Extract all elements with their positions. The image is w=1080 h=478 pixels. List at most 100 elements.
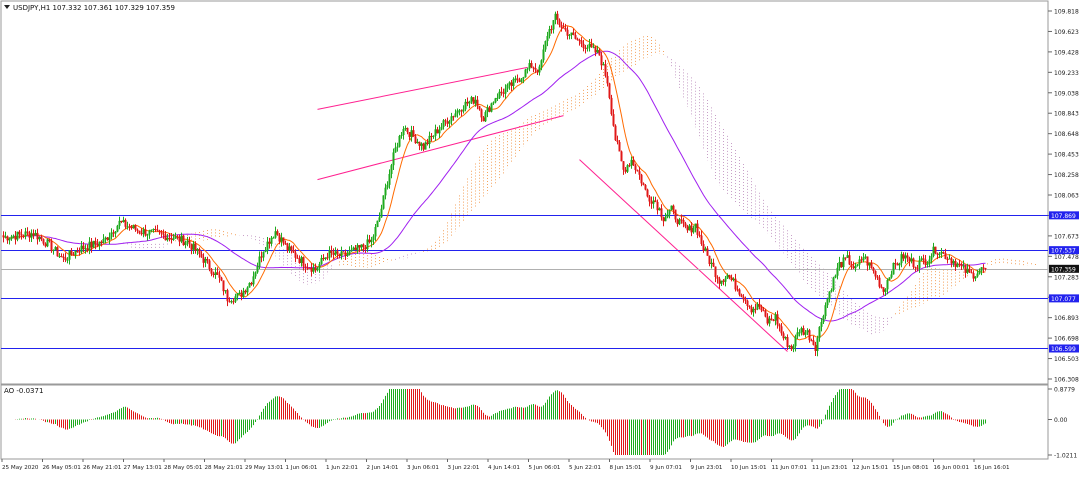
candle: [202, 253, 205, 268]
level-tag-label: 107.869: [1051, 213, 1076, 220]
candle-body: [442, 120, 445, 127]
candle: [808, 328, 811, 343]
candle: [472, 97, 475, 105]
candle-body: [824, 305, 827, 317]
candle-body: [940, 252, 943, 254]
candle: [672, 204, 675, 215]
candle-body: [946, 259, 949, 261]
candle: [874, 270, 877, 280]
candle-body: [892, 262, 895, 275]
candle-body: [316, 268, 319, 271]
candle: [616, 135, 619, 145]
candle-body: [774, 314, 777, 321]
candle-body: [526, 68, 529, 70]
time-tick-label: 15 Jun 08:01: [893, 465, 929, 471]
candle: [156, 224, 159, 232]
candle-body: [638, 171, 641, 175]
candle-body: [144, 229, 147, 236]
candle: [778, 323, 781, 332]
candle-body: [592, 46, 595, 48]
candle: [8, 237, 11, 245]
candle: [424, 141, 427, 150]
candle-body: [424, 142, 427, 150]
candle: [268, 237, 271, 249]
candle: [834, 274, 837, 279]
candle: [174, 232, 177, 239]
candle-body: [184, 242, 187, 246]
candle: [662, 216, 665, 227]
candle: [684, 221, 687, 229]
candle: [646, 188, 649, 198]
candle-body: [972, 273, 975, 279]
candle: [848, 251, 851, 266]
candle-body: [716, 276, 719, 279]
candle: [670, 205, 673, 211]
candle: [328, 246, 331, 261]
dropdown-triangle-icon[interactable]: [4, 5, 10, 9]
candle-body: [670, 205, 673, 211]
candle-body: [330, 250, 333, 254]
candle-body: [196, 249, 199, 251]
candle-body: [266, 241, 269, 251]
candle-body: [572, 32, 575, 36]
candle-body: [980, 267, 983, 271]
candle-body: [676, 219, 679, 225]
candle-body: [454, 113, 457, 117]
candle-body: [448, 121, 451, 124]
time-tick-label: 9 Jun 07:01: [650, 465, 682, 471]
candle: [686, 224, 689, 233]
candle-body: [910, 258, 913, 262]
candle-body: [982, 267, 985, 269]
candle: [244, 289, 247, 295]
candle: [126, 221, 129, 230]
candle: [418, 141, 421, 151]
candle: [458, 108, 461, 116]
candle-body: [548, 29, 551, 36]
candle: [796, 327, 799, 339]
candle-body: [764, 310, 767, 317]
candle: [764, 308, 767, 318]
ao-header: AO -0.0371: [4, 387, 43, 395]
candle: [290, 245, 293, 254]
candle-body: [942, 252, 945, 254]
candle-body: [842, 257, 845, 268]
candle: [312, 263, 315, 274]
candle-body: [702, 243, 705, 251]
price-tick-label: 107.283: [1054, 274, 1079, 281]
candle-body: [418, 141, 421, 146]
candle: [370, 236, 373, 248]
candle-body: [108, 236, 111, 241]
candle-body: [110, 232, 113, 237]
candle-body: [822, 316, 825, 323]
candle-body: [496, 97, 499, 99]
candle: [368, 235, 371, 244]
candle: [776, 310, 779, 329]
candle: [430, 132, 433, 142]
price-tick-label: 108.843: [1054, 111, 1079, 118]
candle-body: [534, 68, 537, 70]
price-tick-label: 109.233: [1054, 70, 1079, 77]
candle: [798, 329, 801, 337]
candle: [546, 31, 549, 47]
candle-body: [714, 266, 717, 277]
candle: [736, 285, 739, 292]
candle: [878, 275, 881, 289]
candle: [544, 40, 547, 52]
candle: [372, 234, 375, 245]
candle-body: [390, 165, 393, 175]
candle-body: [326, 257, 329, 259]
candle-body: [48, 239, 51, 242]
candle: [438, 125, 441, 139]
candle: [44, 242, 47, 248]
candle: [828, 291, 831, 303]
candle-body: [736, 289, 739, 291]
candle: [306, 263, 309, 271]
candle: [242, 287, 245, 298]
candle-body: [470, 97, 473, 102]
candle: [420, 142, 423, 151]
candle: [618, 140, 621, 152]
candle: [576, 37, 579, 41]
candle-body: [206, 258, 209, 261]
candle: [724, 275, 727, 287]
